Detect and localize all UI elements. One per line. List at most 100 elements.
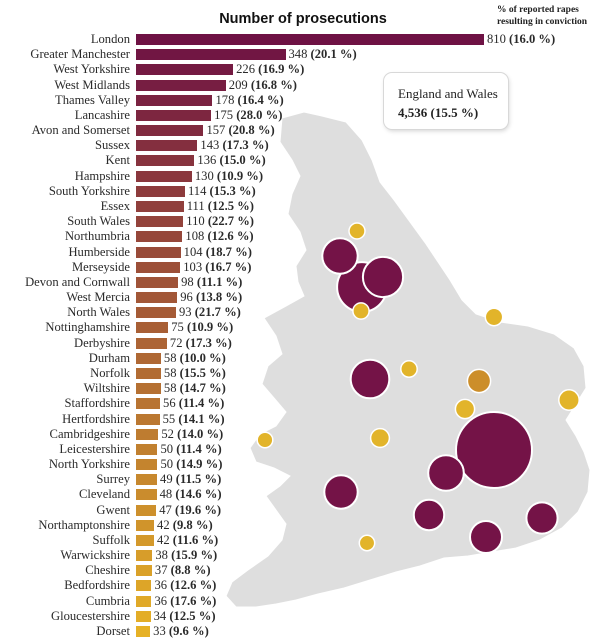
region-row: Avon and Somerset 157 (20.8 %) bbox=[0, 123, 600, 138]
region-row: South Wales 110 (22.7 %) bbox=[0, 214, 600, 229]
prosecution-count: 33 bbox=[153, 624, 169, 639]
region-row: Kent 136 (15.0 %) bbox=[0, 153, 600, 168]
prosecution-bar bbox=[136, 367, 161, 379]
prosecution-bar bbox=[136, 216, 184, 228]
region-label: Durham bbox=[88, 350, 130, 365]
prosecution-bar bbox=[136, 261, 181, 273]
region-row: West Midlands 209 (16.8 %) bbox=[0, 78, 600, 93]
prosecution-bar bbox=[136, 534, 155, 546]
prosecution-bar bbox=[136, 626, 151, 638]
region-label: Nottinghamshire bbox=[45, 320, 130, 335]
region-label: West Midlands bbox=[54, 77, 130, 92]
conviction-rate: (14.6 %) bbox=[175, 487, 222, 502]
region-row: London 810 (16.0 %) bbox=[0, 32, 600, 47]
prosecution-bar bbox=[136, 276, 179, 288]
bar-value-label: 130 (10.9 %) bbox=[195, 169, 263, 184]
prosecution-bar bbox=[136, 185, 185, 197]
conviction-rate: (18.7 %) bbox=[205, 244, 252, 259]
region-label: Gwent bbox=[96, 502, 130, 517]
prosecution-count: 175 bbox=[214, 107, 237, 122]
prosecution-bar bbox=[136, 428, 159, 440]
prosecution-bar bbox=[136, 352, 161, 364]
conviction-rate: (14.7 %) bbox=[179, 381, 226, 396]
map-bubble bbox=[256, 431, 274, 449]
region-row: Derbyshire 72 (17.3 %) bbox=[0, 336, 600, 351]
region-label: Norfolk bbox=[90, 365, 130, 380]
conviction-rate: (28.0 %) bbox=[236, 107, 283, 122]
prosecution-bar bbox=[136, 322, 169, 334]
region-row: Devon and Cornwall 98 (11.1 %) bbox=[0, 275, 600, 290]
conviction-rate: (16.0 %) bbox=[509, 32, 556, 46]
region-label: Hampshire bbox=[74, 168, 130, 183]
region-row: Cumbria 36 (17.6 %) bbox=[0, 594, 600, 609]
prosecution-bar bbox=[136, 49, 286, 61]
region-label: Greater Manchester bbox=[30, 47, 130, 62]
prosecution-count: 810 bbox=[487, 32, 510, 46]
prosecution-bar bbox=[136, 307, 176, 319]
england-wales-map bbox=[225, 111, 591, 607]
bar-value-label: 33 (9.6 %) bbox=[153, 624, 209, 639]
map-bubble bbox=[454, 398, 476, 420]
conviction-rate: (15.0 %) bbox=[219, 153, 266, 168]
map-bubble bbox=[400, 360, 418, 378]
bar-value-label: 50 (11.4 %) bbox=[160, 442, 221, 457]
bar-value-label: 96 (13.8 %) bbox=[180, 290, 242, 305]
map-bubble bbox=[321, 237, 359, 275]
region-label: Cumbria bbox=[85, 593, 130, 608]
prosecution-count: 226 bbox=[236, 62, 259, 77]
region-label: Sussex bbox=[95, 138, 130, 153]
region-label: Gloucestershire bbox=[50, 608, 130, 623]
prosecution-bar bbox=[136, 474, 158, 486]
region-row: South Yorkshire 114 (15.3 %) bbox=[0, 184, 600, 199]
prosecution-bar bbox=[136, 109, 212, 121]
region-row: Norfolk 58 (15.5 %) bbox=[0, 366, 600, 381]
region-label: Essex bbox=[100, 198, 130, 213]
prosecution-count: 38 bbox=[155, 548, 172, 563]
bar-value-label: 93 (21.7 %) bbox=[179, 305, 241, 320]
prosecution-count: 110 bbox=[186, 214, 208, 229]
prosecution-count: 58 bbox=[163, 365, 180, 380]
bar-value-label: 103 (16.7 %) bbox=[183, 260, 251, 275]
region-label: Avon and Somerset bbox=[31, 123, 130, 138]
prosecution-count: 209 bbox=[228, 77, 251, 92]
bar-value-label: 55 (14.1 %) bbox=[163, 412, 225, 427]
bar-value-label: 58 (14.7 %) bbox=[164, 381, 226, 396]
prosecution-bar bbox=[136, 34, 484, 45]
conviction-rate: (13.8 %) bbox=[195, 290, 243, 305]
region-label: Bedfordshire bbox=[64, 578, 130, 593]
prosecution-bar bbox=[136, 595, 152, 607]
conviction-rate: (10.0 %) bbox=[179, 350, 226, 365]
prosecution-bar bbox=[136, 519, 155, 531]
conviction-column-note: % of reported rapes resulting in convict… bbox=[497, 5, 588, 27]
prosecution-count: 48 bbox=[159, 487, 176, 502]
region-label: Wiltshire bbox=[83, 381, 130, 396]
conviction-rate: (21.7 %) bbox=[194, 305, 241, 320]
conviction-rate: (9.6 %) bbox=[168, 624, 209, 639]
conviction-rate: (20.1 %) bbox=[310, 47, 357, 62]
prosecution-count: 96 bbox=[180, 290, 196, 305]
region-row: Thames Valley 178 (16.4 %) bbox=[0, 93, 600, 108]
prosecution-bar bbox=[136, 170, 192, 182]
prosecution-count: 58 bbox=[163, 381, 180, 396]
prosecution-count: 348 bbox=[288, 47, 311, 62]
conviction-rate: (12.5 %) bbox=[169, 608, 216, 623]
bar-value-label: 48 (14.6 %) bbox=[160, 487, 222, 502]
bubble-layer bbox=[256, 222, 580, 554]
conviction-rate: (15.5 %) bbox=[179, 365, 226, 380]
prosecution-bar bbox=[136, 443, 158, 455]
bar-value-label: 157 (20.8 %) bbox=[206, 123, 274, 138]
prosecution-count: 50 bbox=[160, 457, 177, 472]
prosecution-count: 75 bbox=[171, 320, 187, 335]
map-bubble bbox=[558, 389, 580, 411]
conviction-rate: (16.9 %) bbox=[258, 62, 305, 77]
summary-value: 4,536 (15.5 %) bbox=[398, 105, 479, 120]
region-label: Staffordshire bbox=[64, 396, 130, 411]
prosecution-bar bbox=[136, 125, 204, 137]
map-bubble bbox=[484, 307, 504, 327]
conviction-rate: (14.1 %) bbox=[178, 411, 225, 426]
map-bubble bbox=[323, 474, 359, 510]
region-label: Hertfordshire bbox=[62, 411, 130, 426]
region-label: Lancashire bbox=[74, 107, 130, 122]
prosecution-count: 52 bbox=[161, 426, 178, 441]
map-bubble bbox=[358, 534, 376, 552]
